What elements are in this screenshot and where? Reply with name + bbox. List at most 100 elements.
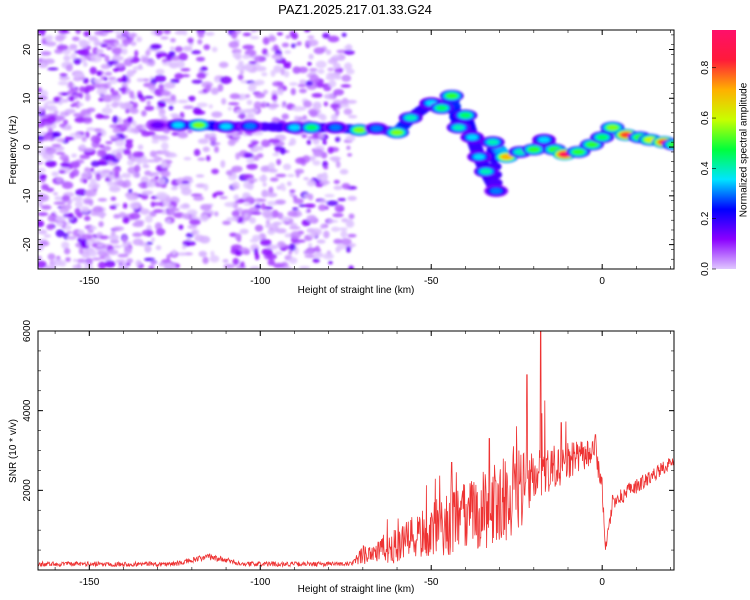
noise-blob [231, 172, 237, 178]
noise-blob [164, 262, 176, 269]
noise-blob [231, 31, 238, 40]
noise-blob [312, 258, 320, 263]
noise-blob [200, 203, 212, 211]
noise-blob [127, 56, 134, 60]
noise-blob [84, 93, 91, 102]
noise-blob [47, 253, 56, 261]
noise-blob [160, 150, 170, 155]
noise-blob [111, 101, 119, 108]
noise-blob [125, 141, 133, 150]
noise-blob [304, 203, 316, 208]
ridge-peak [596, 134, 608, 141]
noise-blob [45, 41, 57, 47]
noise-blob [302, 114, 307, 121]
noise-blob [320, 224, 325, 230]
noise-blob [253, 145, 260, 152]
noise-blob [265, 219, 271, 225]
noise-blob [79, 143, 86, 150]
ridge-peak [538, 136, 550, 143]
noise-blob [313, 252, 324, 259]
noise-blob [84, 85, 96, 92]
noise-blob [324, 193, 335, 198]
noise-blob [298, 88, 307, 94]
spectrogram-background-noise [38, 30, 358, 269]
noise-blob [296, 41, 302, 46]
noise-blob [148, 265, 155, 269]
noise-blob [38, 201, 43, 207]
noise-blob [158, 178, 166, 185]
noise-blob [181, 74, 190, 78]
noise-blob [53, 192, 58, 196]
noise-blob [104, 71, 113, 76]
noise-blob [99, 235, 109, 240]
noise-blob [51, 261, 56, 268]
noise-blob [122, 30, 129, 36]
noise-blob [63, 55, 71, 62]
noise-blob [143, 257, 156, 262]
noise-blob [148, 84, 156, 91]
noise-blob [287, 210, 298, 217]
y-tick-label: -10 [22, 188, 33, 203]
snr-y-ticks: 2000 4000 6000 [22, 319, 674, 551]
noise-blob [95, 175, 101, 180]
figure-title: PAZ1.2025.217.01.33.G24 [278, 2, 432, 17]
noise-blob [82, 173, 88, 178]
noise-blob [126, 69, 135, 77]
noise-blob [235, 64, 246, 71]
noise-blob [78, 247, 84, 255]
noise-blob [58, 170, 66, 174]
noise-blob [332, 62, 341, 70]
noise-blob [153, 155, 161, 163]
noise-blob [294, 115, 300, 123]
noise-blob [60, 204, 72, 210]
noise-blob [56, 137, 65, 143]
noise-blob [47, 127, 53, 135]
noise-blob [151, 202, 164, 206]
noise-blob [68, 81, 74, 89]
noise-blob [273, 65, 283, 72]
noise-blob [237, 74, 244, 81]
noise-blob [281, 185, 286, 192]
noise-blob [191, 229, 200, 236]
noise-blob [335, 160, 341, 169]
noise-blob [122, 235, 127, 244]
noise-blob [318, 200, 329, 204]
noise-blob [325, 49, 332, 55]
noise-blob [95, 211, 107, 217]
noise-blob [327, 67, 335, 72]
noise-blob [160, 36, 169, 40]
noise-blob [208, 104, 213, 109]
noise-blob [84, 215, 91, 222]
noise-blob [318, 204, 327, 211]
noise-blob [163, 82, 176, 89]
noise-blob [160, 161, 168, 168]
ridge-peak [487, 139, 499, 145]
noise-blob [46, 223, 55, 231]
noise-blob [96, 132, 103, 137]
noise-blob [132, 102, 138, 109]
ridge-peak [668, 141, 674, 148]
noise-blob [283, 70, 290, 78]
ridge-peak [193, 122, 205, 128]
noise-blob [123, 101, 132, 109]
noise-blob [85, 130, 90, 139]
noise-blob [112, 127, 121, 134]
noise-blob [158, 135, 168, 139]
noise-blob [130, 41, 137, 47]
noise-blob [107, 180, 115, 187]
noise-blob [327, 146, 334, 154]
noise-blob [100, 63, 111, 70]
noise-blob [177, 132, 189, 139]
noise-blob [181, 244, 187, 250]
noise-blob [178, 224, 184, 230]
noise-blob [234, 250, 243, 257]
noise-blob [154, 30, 163, 36]
noise-blob [228, 41, 240, 49]
noise-blob [111, 55, 124, 62]
noise-blob [305, 250, 315, 255]
noise-blob [290, 43, 296, 49]
noise-blob [154, 175, 160, 180]
noise-blob [275, 173, 287, 178]
noise-blob [322, 160, 329, 168]
noise-blob [212, 192, 217, 199]
